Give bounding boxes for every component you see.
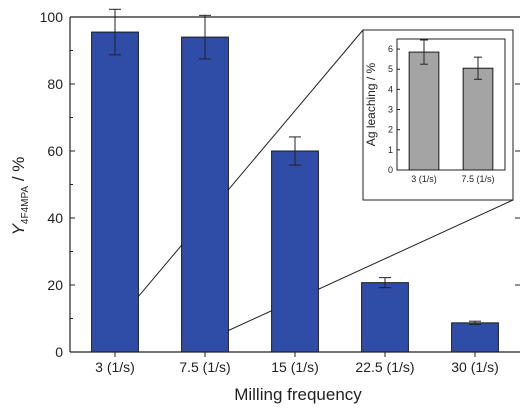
y-tick-label-5: 80 — [47, 76, 63, 92]
inset-y-tick-label-4: 3 — [388, 105, 393, 115]
connector-line-2 — [181, 199, 514, 353]
bar-2 — [181, 36, 229, 353]
error-bar-5 — [469, 320, 481, 326]
inset-x-tick-label-1: 3 (1/s) — [411, 174, 437, 184]
x-tick-label-2: 7.5 (1/s) — [179, 359, 230, 375]
bar-5 — [451, 322, 499, 353]
x-tick-label-5: 30 (1/s) — [451, 359, 498, 375]
y-tick-label-3: 40 — [47, 210, 63, 226]
inset-y-axis-title: Ag leaching / % — [364, 62, 378, 146]
inset-plot-area — [396, 38, 506, 171]
x-tick-label-3: 15 (1/s) — [271, 359, 318, 375]
inset-bar-1 — [408, 51, 440, 171]
inset-y-tick-label-7: 6 — [388, 44, 393, 54]
y-tick-label-4: 60 — [47, 143, 63, 159]
inset-bar-2 — [462, 67, 494, 171]
bar-4 — [361, 282, 409, 353]
error-bar-4 — [379, 277, 391, 289]
inset-x-tick-label-2: 7.5 (1/s) — [461, 174, 494, 184]
inset-y-tick-label-3: 2 — [388, 125, 393, 135]
main-axes: 3 (1/s) 7.5 (1/s) 15 (1/s) 22.5 (1/s) 30 (1/… — [40, 9, 520, 375]
inset-error-bar-1 — [420, 39, 428, 65]
x-axis-title: Milling frequency — [234, 385, 362, 404]
bar-3 — [271, 150, 319, 353]
error-bar-3 — [289, 136, 301, 166]
y-tick-label-2: 20 — [47, 277, 63, 293]
y-tick-label-1: 0 — [55, 344, 63, 360]
inset-y-tick-label-2: 1 — [388, 145, 393, 155]
y-tick-label-6: 100 — [40, 9, 64, 25]
x-tick-label-4: 22.5 (1/s) — [355, 359, 414, 375]
inset-y-tick-label-5: 4 — [388, 84, 393, 94]
inset-error-bar-2 — [474, 56, 482, 80]
x-tick-label-1: 3 (1/s) — [95, 359, 135, 375]
main-bars — [91, 8, 499, 353]
inset-y-tick-label-1: 0 — [388, 165, 393, 175]
error-bar-2 — [199, 14, 211, 60]
y-axis-title: Y4F4MPA / % — [9, 157, 31, 236]
bar-1 — [91, 31, 139, 353]
inset-chart: 3 (1/s) 7.5 (1/s) 0 1 2 3 4 5 6 Ag leaching / % — [362, 29, 514, 201]
inset-y-tick-label-6: 5 — [388, 64, 393, 74]
